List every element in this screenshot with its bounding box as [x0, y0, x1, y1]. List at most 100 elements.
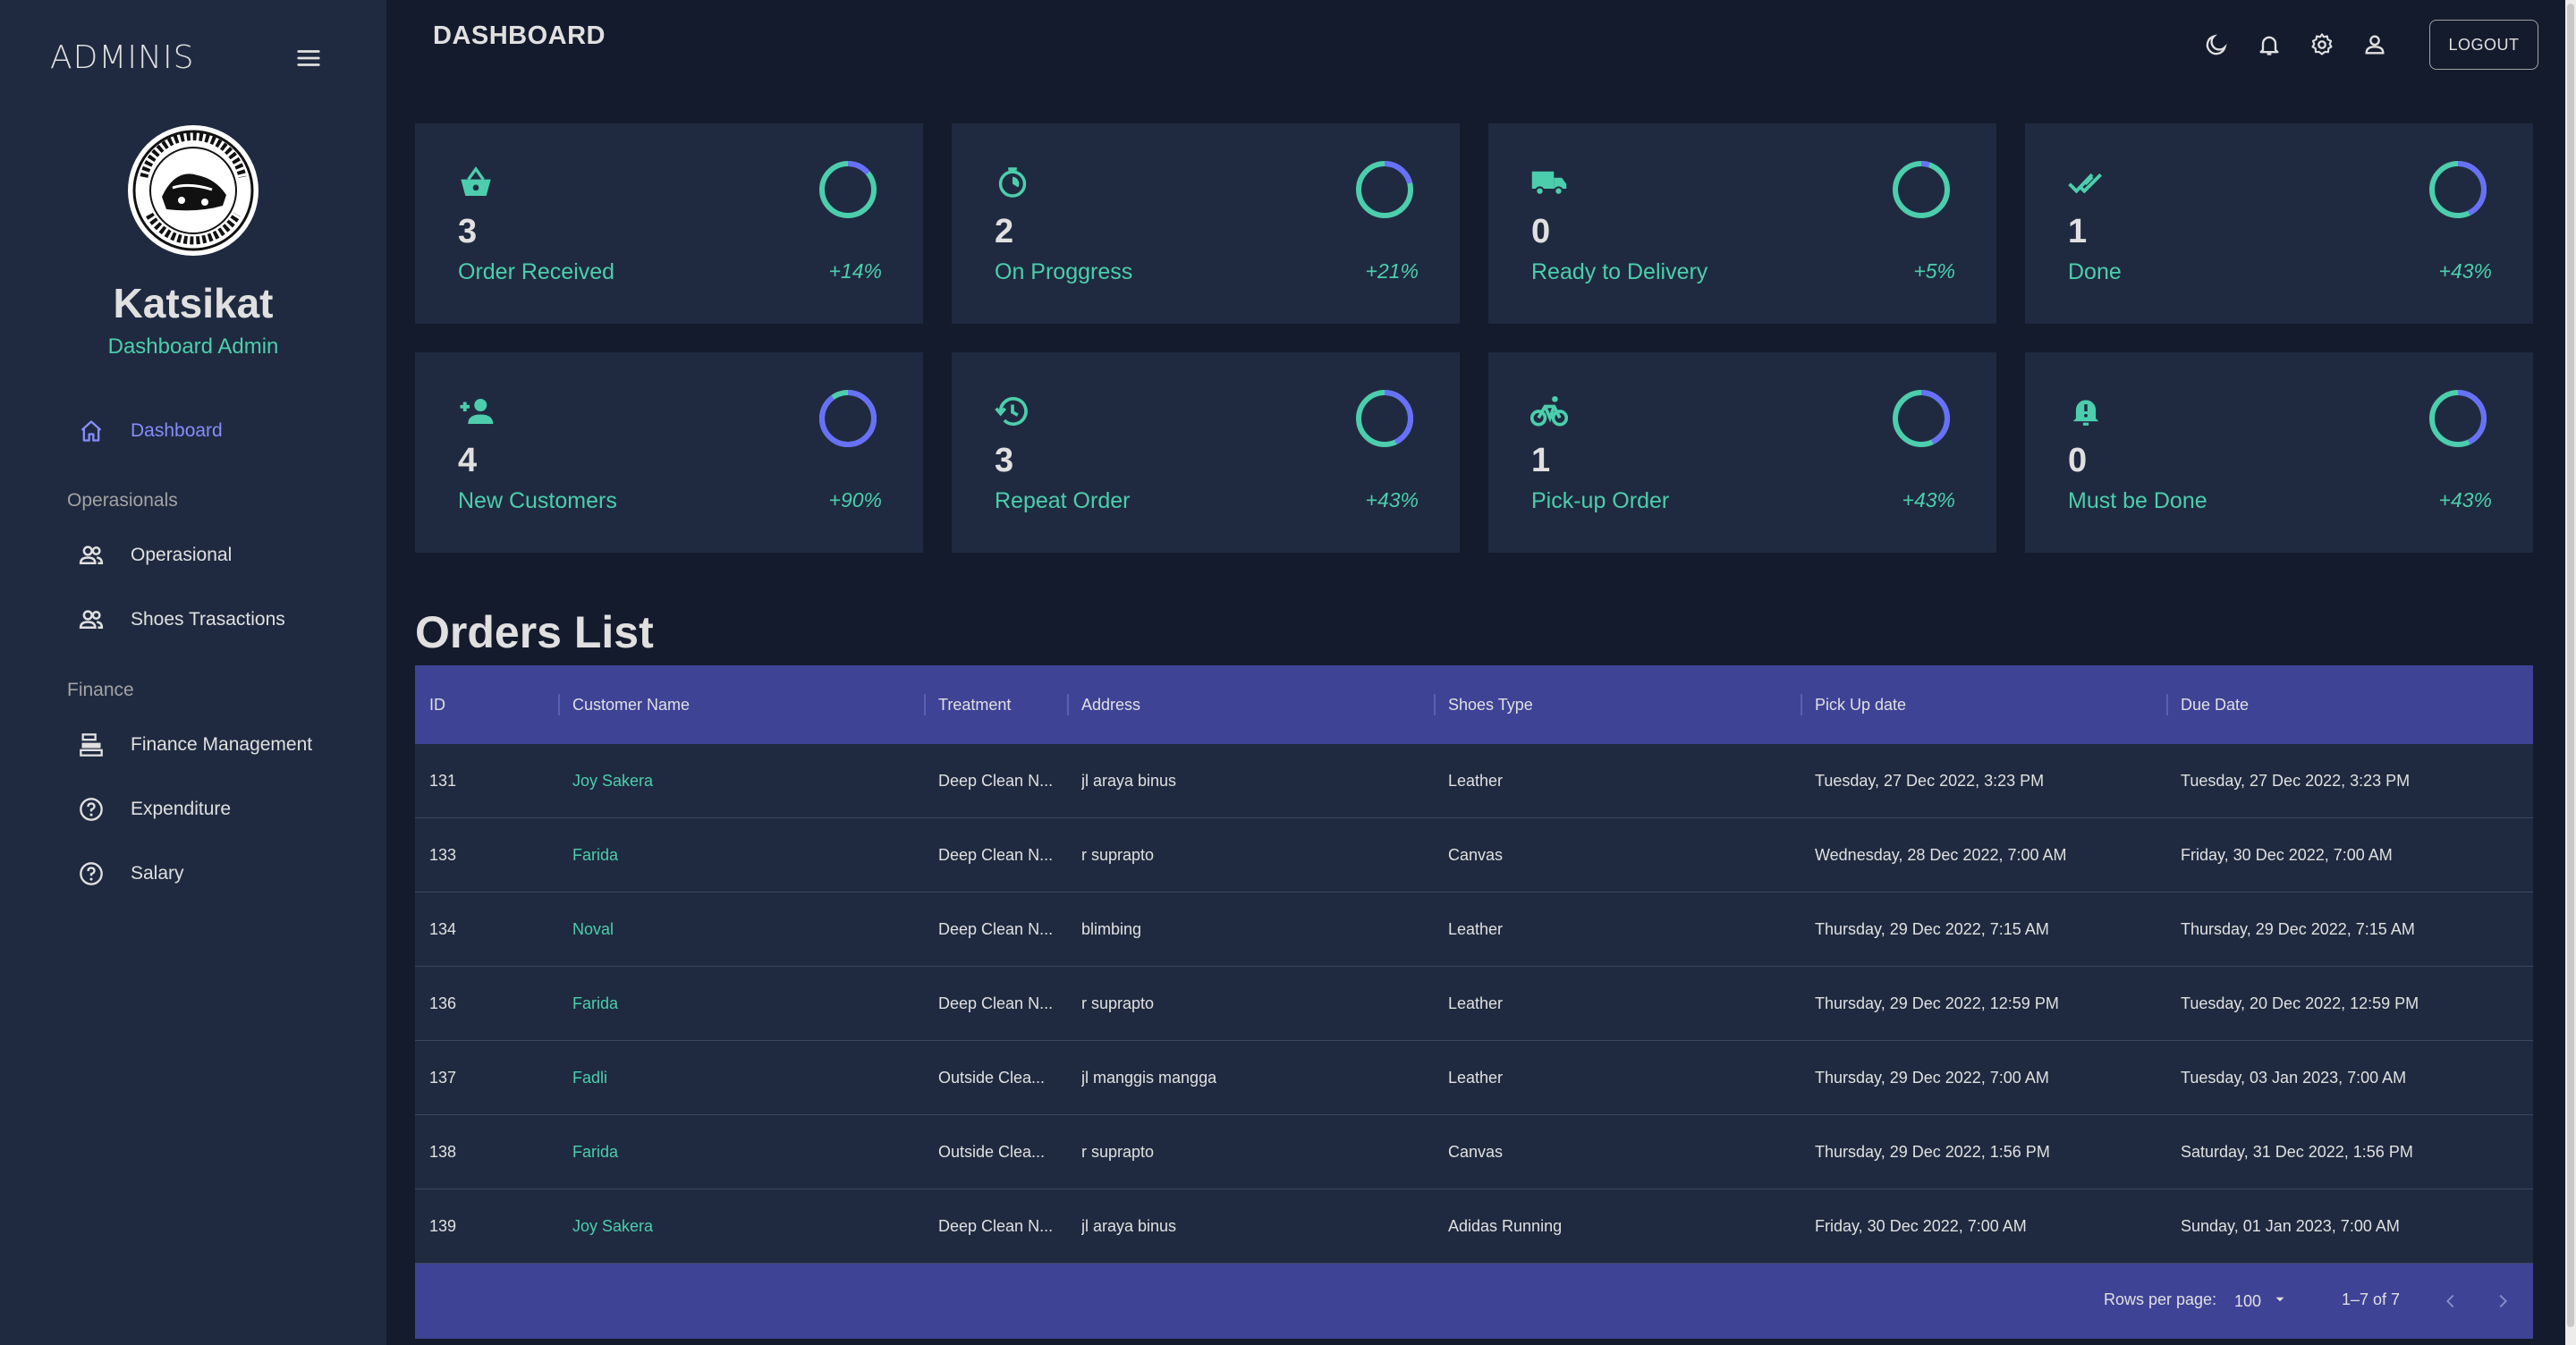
- rows-per-page-label: Rows per page:: [2104, 1290, 2217, 1308]
- sidebar-item-shoes-transactions[interactable]: Shoes Trasactions: [77, 600, 363, 639]
- column-header-address[interactable]: Address: [1081, 695, 1141, 714]
- sidebar-item-finance-management[interactable]: Finance Management: [77, 725, 363, 765]
- cell-customer-name[interactable]: Farida: [572, 994, 619, 1012]
- column-header-treatment[interactable]: Treatment: [938, 695, 1012, 714]
- progress-ring: [819, 161, 877, 218]
- sidebar-item-label: Salary: [131, 863, 184, 884]
- basket-icon: [456, 163, 496, 202]
- stat-card-done: 1 Done +43%: [2025, 123, 2533, 324]
- next-page-button[interactable]: [2487, 1285, 2519, 1317]
- user-role: Dashboard Admin: [107, 334, 279, 359]
- stat-change: +21%: [1365, 259, 1419, 283]
- cell-due-date: Tuesday, 20 Dec 2022, 12:59 PM: [2181, 994, 2419, 1012]
- page-title: DASHBOARD: [433, 21, 606, 50]
- cell-shoes-type: Leather: [1448, 920, 1504, 938]
- cell-due-date: Tuesday, 03 Jan 2023, 7:00 AM: [2181, 1069, 2407, 1087]
- cell-customer-name[interactable]: Joy Sakera: [572, 1217, 654, 1235]
- column-separator[interactable]: [924, 694, 926, 715]
- table-row[interactable]: 133 Farida Deep Clean N... r suprapto Ca…: [415, 818, 2533, 892]
- column-separator[interactable]: [1434, 694, 1436, 715]
- cell-id: 139: [429, 1217, 457, 1235]
- cell-id: 131: [429, 772, 457, 790]
- table-row[interactable]: 138 Farida Outside Clea... r suprapto Ca…: [415, 1115, 2533, 1189]
- stat-value: 0: [2068, 442, 2088, 479]
- sidebar-item-label: Dashboard: [131, 420, 223, 441]
- cell-address: jl manggis mangga: [1081, 1069, 1217, 1087]
- stat-value: 3: [458, 213, 478, 250]
- stat-label: New Customers: [458, 488, 617, 513]
- column-separator[interactable]: [1067, 694, 1069, 715]
- cell-treatment: Deep Clean N...: [938, 1217, 1054, 1235]
- settings-icon[interactable]: [2308, 30, 2336, 59]
- table-row[interactable]: 137 Fadli Outside Clea... jl manggis man…: [415, 1041, 2533, 1115]
- sidebar-item-salary[interactable]: Salary: [77, 854, 363, 893]
- table-row[interactable]: 131 Joy Sakera Deep Clean N... jl araya …: [415, 744, 2533, 818]
- scrollbar-thumb[interactable]: [2567, 4, 2574, 1327]
- previous-page-button[interactable]: [2435, 1285, 2467, 1317]
- sidebar-item-label: Finance Management: [131, 734, 313, 755]
- sidebar-item-expenditure[interactable]: Expenditure: [77, 790, 363, 829]
- cell-pick-up-date: Wednesday, 28 Dec 2022, 7:00 AM: [1815, 846, 2067, 864]
- table-row[interactable]: 139 Joy Sakera Deep Clean N... jl araya …: [415, 1189, 2533, 1264]
- cell-customer-name[interactable]: Joy Sakera: [572, 772, 654, 790]
- stat-card-on-progress: 2 On Proggress +21%: [952, 123, 1460, 324]
- cell-id: 138: [429, 1143, 457, 1161]
- page-scrollbar[interactable]: [2565, 0, 2576, 1345]
- sidebar-item-label: Expenditure: [131, 799, 232, 819]
- cell-address: jl araya binus: [1081, 772, 1177, 790]
- cell-shoes-type: Leather: [1448, 1069, 1504, 1087]
- table-footer: Rows per page: 100 1–7 of 7: [415, 1264, 2533, 1339]
- stat-card-pick-up-order: 1 Pick-up Order +43%: [1488, 352, 1996, 553]
- stat-value: 1: [2068, 213, 2088, 250]
- dark-mode-icon[interactable]: [2202, 30, 2231, 59]
- column-header-id[interactable]: ID: [429, 695, 445, 714]
- progress-ring-fill: [2429, 161, 2487, 218]
- cell-pick-up-date: Thursday, 29 Dec 2022, 1:56 PM: [1815, 1143, 2050, 1161]
- table-row[interactable]: 134 Noval Deep Clean N... blimbing Leath…: [415, 892, 2533, 967]
- column-separator[interactable]: [1801, 694, 1802, 715]
- cell-customer-name[interactable]: Noval: [572, 920, 614, 938]
- column-header-customer-name[interactable]: Customer Name: [572, 695, 691, 714]
- cell-shoes-type: Canvas: [1448, 1143, 1504, 1161]
- cell-customer-name[interactable]: Farida: [572, 846, 619, 864]
- stat-value: 2: [995, 213, 1014, 250]
- cell-due-date: Friday, 30 Dec 2022, 7:00 AM: [2181, 846, 2393, 864]
- progress-ring: [2429, 161, 2487, 218]
- cell-due-date: Saturday, 31 Dec 2022, 1:56 PM: [2181, 1143, 2413, 1161]
- sidebar-item-label: Operasional: [131, 545, 233, 565]
- progress-ring: [1893, 161, 1950, 218]
- cell-pick-up-date: Tuesday, 27 Dec 2022, 3:23 PM: [1815, 772, 2045, 790]
- logout-button[interactable]: LOGOUT: [2429, 20, 2538, 70]
- sidebar-item-dashboard[interactable]: Dashboard: [77, 411, 363, 451]
- progress-ring-fill: [1356, 161, 1413, 218]
- cell-customer-name[interactable]: Fadli: [572, 1069, 608, 1087]
- column-header-pick-up-date[interactable]: Pick Up date: [1815, 695, 1907, 714]
- progress-ring: [1356, 390, 1413, 447]
- rows-per-page-select[interactable]: 100: [2234, 1285, 2288, 1317]
- done-all-icon: [2066, 163, 2106, 202]
- stat-label: Must be Done: [2068, 488, 2207, 513]
- person-add-icon: [456, 392, 496, 431]
- notifications-icon[interactable]: [2255, 30, 2284, 59]
- table-row[interactable]: 136 Farida Deep Clean N... r suprapto Le…: [415, 967, 2533, 1041]
- cell-customer-name[interactable]: Farida: [572, 1143, 619, 1161]
- column-header-due-date[interactable]: Due Date: [2181, 695, 2250, 714]
- sidebar-item-operasional[interactable]: Operasional: [77, 536, 363, 575]
- brand-title: ADMINIS: [50, 39, 195, 76]
- column-header-shoes-type[interactable]: Shoes Type: [1448, 695, 1533, 714]
- menu-icon[interactable]: [295, 45, 322, 72]
- cell-due-date: Sunday, 01 Jan 2023, 7:00 AM: [2181, 1217, 2400, 1235]
- cell-treatment: Deep Clean N...: [938, 994, 1054, 1012]
- help-circle-icon: [77, 795, 106, 824]
- stat-value: 3: [995, 442, 1014, 479]
- history-icon: [993, 392, 1032, 431]
- cell-pick-up-date: Thursday, 29 Dec 2022, 7:00 AM: [1815, 1069, 2049, 1087]
- home-icon: [77, 417, 106, 445]
- progress-ring-fill: [819, 161, 877, 218]
- bike-icon: [1530, 392, 1569, 431]
- user-profile-icon[interactable]: [2360, 30, 2389, 59]
- column-separator[interactable]: [558, 694, 560, 715]
- column-separator[interactable]: [2166, 694, 2168, 715]
- cell-treatment: Outside Clea...: [938, 1069, 1046, 1087]
- stat-value: 4: [458, 442, 478, 479]
